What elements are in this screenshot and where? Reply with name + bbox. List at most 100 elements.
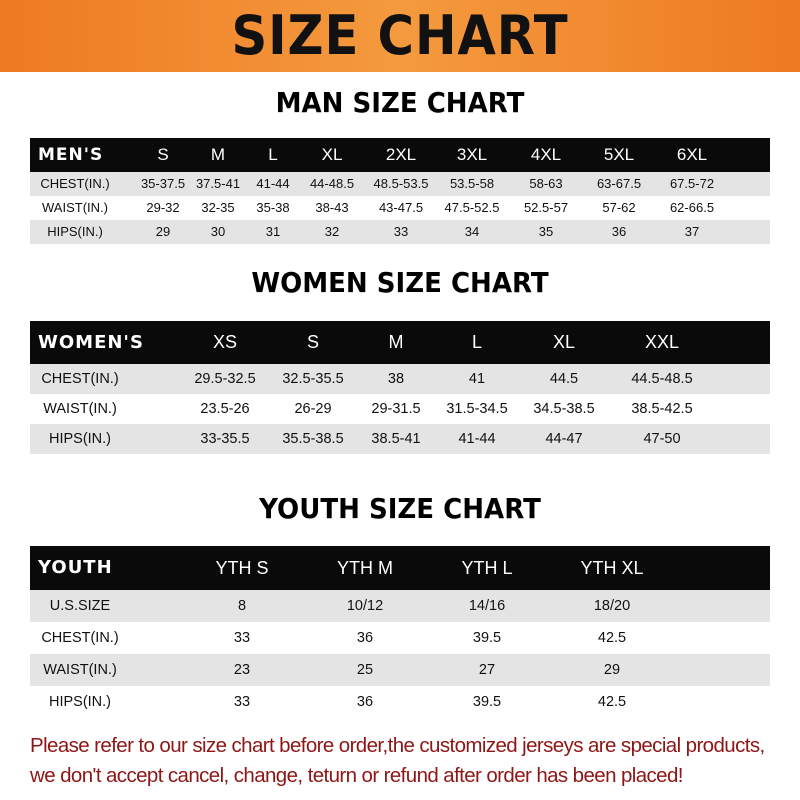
women-section-title: WOMEN SIZE CHART — [251, 266, 549, 299]
size-value: 42.5 — [597, 630, 627, 646]
size-value: 43-47.5 — [378, 200, 424, 215]
notice-line-2: we don't accept cancel, change, teturn o… — [30, 764, 683, 787]
size-value: 34.5-38.5 — [533, 401, 595, 417]
table-header-label: WOMEN'S — [38, 332, 144, 353]
size-value: 37 — [684, 224, 700, 239]
page-title: SIZE CHART — [231, 4, 569, 67]
row-label: CHEST(IN.) — [40, 176, 110, 191]
row-label: HIPS(IN.) — [48, 694, 112, 710]
size-value: 33 — [393, 224, 409, 239]
size-value: 39.5 — [472, 630, 502, 646]
youth-size-table: YOUTH YTH S YTH M YTH L YTH XL U.S.SIZE 8 10/12… — [30, 546, 770, 718]
row-label: HIPS(IN.) — [47, 224, 103, 239]
notice-line-1: Please refer to our size chart before or… — [30, 734, 765, 757]
table-header-label: YOUTH — [38, 557, 113, 578]
size-column-header: YTH XL — [580, 558, 644, 578]
table-row: WAIST(IN.) 29-32 32-35 35-38 38-43 43-47.5 47.… — [30, 196, 770, 220]
size-value: 29 — [603, 662, 621, 678]
row-label: WAIST(IN.) — [43, 662, 117, 678]
size-value: 38.5-42.5 — [631, 401, 693, 417]
size-column-header: S — [157, 145, 169, 164]
size-value: 35.5-38.5 — [282, 431, 344, 447]
size-column-header: M — [210, 145, 226, 164]
size-value: 25 — [356, 662, 374, 678]
size-value: 36 — [611, 224, 627, 239]
size-value: 18/20 — [593, 598, 631, 614]
size-column-header: 5XL — [603, 145, 635, 164]
size-column-header: L — [268, 145, 278, 164]
table-row: CHEST(IN.) 33 36 39.5 42.5 — [30, 622, 770, 654]
size-value: 58-63 — [529, 176, 563, 191]
size-value: 53.5-58 — [449, 176, 495, 191]
size-value: 30 — [210, 224, 226, 239]
size-value: 41-44 — [458, 431, 496, 447]
size-column-header: S — [306, 332, 320, 352]
size-value: 35 — [538, 224, 554, 239]
size-value: 63-67.5 — [596, 176, 642, 191]
size-value: 36 — [356, 630, 374, 646]
size-value: 32-35 — [201, 200, 235, 215]
size-value: 44.5-48.5 — [631, 371, 693, 387]
size-value: 41 — [468, 371, 486, 387]
table-header-label: MEN'S — [38, 145, 104, 165]
row-label: WAIST(IN.) — [43, 401, 117, 417]
size-column-header: 6XL — [676, 145, 708, 164]
size-value: 52.5-57 — [523, 200, 569, 215]
size-value: 38-43 — [315, 200, 349, 215]
size-value: 67.5-72 — [669, 176, 715, 191]
size-value: 44-48.5 — [309, 176, 355, 191]
size-value: 33 — [233, 694, 251, 710]
size-value: 31.5-34.5 — [446, 401, 508, 417]
size-column-header: YTH S — [215, 558, 269, 578]
size-value: 41-44 — [256, 176, 290, 191]
table-header-row: YOUTH YTH S YTH M YTH L YTH XL — [30, 546, 770, 590]
size-value: 27 — [478, 662, 496, 678]
size-value: 29-32 — [146, 200, 180, 215]
size-column-header: XXL — [644, 332, 680, 352]
size-column-header: YTH L — [461, 558, 513, 578]
size-value: 10/12 — [346, 598, 384, 614]
youth-section-title: YOUTH SIZE CHART — [259, 492, 541, 525]
table-row: WAIST(IN.) 23.5-26 26-29 29-31.5 31.5-34.5 34… — [30, 394, 770, 424]
table-row: WAIST(IN.) 23 25 27 29 — [30, 654, 770, 686]
size-value: 42.5 — [597, 694, 627, 710]
size-value: 29.5-32.5 — [194, 371, 256, 387]
size-column-header: XL — [552, 332, 576, 352]
size-column-header: YTH M — [337, 558, 393, 578]
size-value: 33-35.5 — [200, 431, 250, 447]
size-value: 57-62 — [602, 200, 636, 215]
table-row: HIPS(IN.) 33-35.5 35.5-38.5 38.5-41 41-44 44-… — [30, 424, 770, 454]
size-value: 47.5-52.5 — [444, 200, 500, 215]
size-column-header: M — [388, 332, 404, 352]
size-column-header: L — [471, 332, 483, 352]
size-value: 38 — [387, 371, 405, 387]
size-column-header: 2XL — [385, 145, 417, 164]
size-value: 39.5 — [472, 694, 502, 710]
size-value: 29-31.5 — [371, 401, 421, 417]
size-value: 31 — [265, 224, 281, 239]
size-value: 44-47 — [545, 431, 583, 447]
table-row: CHEST(IN.) 35-37.5 37.5-41 41-44 44-48.5 48.5… — [30, 172, 770, 196]
table-row: HIPS(IN.) 29 30 31 32 33 34 35 36 37 — [30, 220, 770, 244]
size-value: 44.5 — [549, 371, 579, 387]
size-value: 23 — [233, 662, 251, 678]
table-row: CHEST(IN.) 29.5-32.5 32.5-35.5 38 41 44.5 44.5… — [30, 364, 770, 394]
size-value: 8 — [237, 598, 247, 614]
table-header-row: MEN'S S M L XL 2XL 3XL 4XL 5XL 6XL — [30, 138, 770, 172]
size-value: 32.5-35.5 — [282, 371, 344, 387]
men-section-title: MAN SIZE CHART — [275, 86, 525, 119]
size-column-header: 3XL — [456, 145, 488, 164]
size-value: 47-50 — [643, 431, 681, 447]
size-value: 37.5-41 — [195, 176, 241, 191]
size-value: 26-29 — [294, 401, 332, 417]
size-value: 38.5-41 — [371, 431, 421, 447]
size-value: 34 — [464, 224, 480, 239]
table-header-row: WOMEN'S XS S M L XL XXL — [30, 321, 770, 364]
size-value: 35-37.5 — [140, 176, 186, 191]
row-label: U.S.SIZE — [49, 598, 111, 614]
size-column-header: 4XL — [530, 145, 562, 164]
size-value: 33 — [233, 630, 251, 646]
order-notice: Please refer to our size chart before or… — [30, 731, 790, 791]
title-banner: SIZE CHART — [0, 0, 800, 72]
row-label: WAIST(IN.) — [42, 200, 108, 215]
